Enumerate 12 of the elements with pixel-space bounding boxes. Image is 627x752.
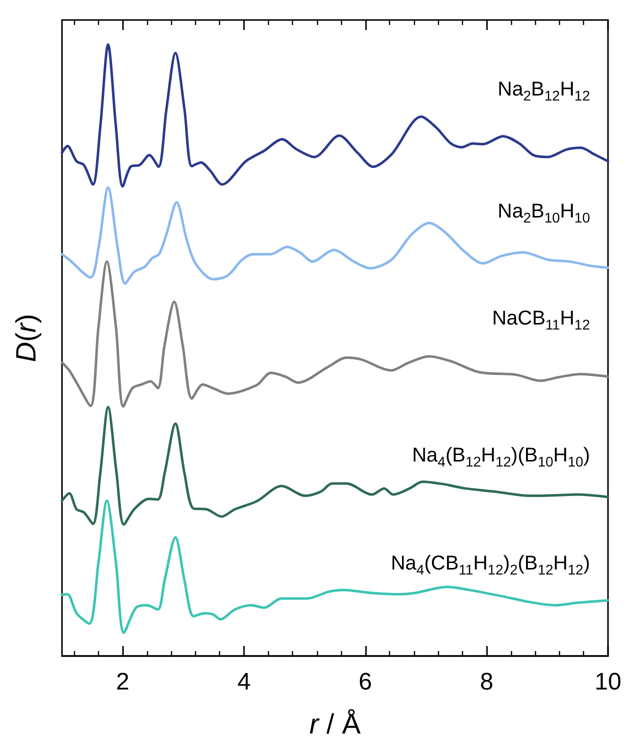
x-tick-label: 10 bbox=[594, 668, 622, 696]
text: Na$_{4}$(B$_{12}$H$_{12}$)(B$_{10}$H$_{10}$) bbox=[412, 444, 590, 470]
series-label: Na$_{2}$B$_{12}$H$_{12}$ bbox=[498, 78, 590, 104]
x-axis-title: r / Å bbox=[309, 708, 361, 740]
x-tick-label: 2 bbox=[116, 668, 130, 696]
x-tick-label: 4 bbox=[237, 668, 251, 696]
text: NaCB$_{11}$H$_{12}$ bbox=[492, 307, 590, 332]
text: Na$_{4}$(CB$_{11}$H$_{12}$)$_{2}$(B$_{12}$H$_{12}$) bbox=[390, 552, 590, 578]
y-axis-title: D(r) bbox=[10, 314, 42, 362]
x-tick-label: 8 bbox=[480, 668, 494, 696]
series-label: Na$_{2}$B$_{10}$H$_{10}$ bbox=[498, 200, 590, 226]
x-tick-label: 6 bbox=[358, 668, 372, 696]
